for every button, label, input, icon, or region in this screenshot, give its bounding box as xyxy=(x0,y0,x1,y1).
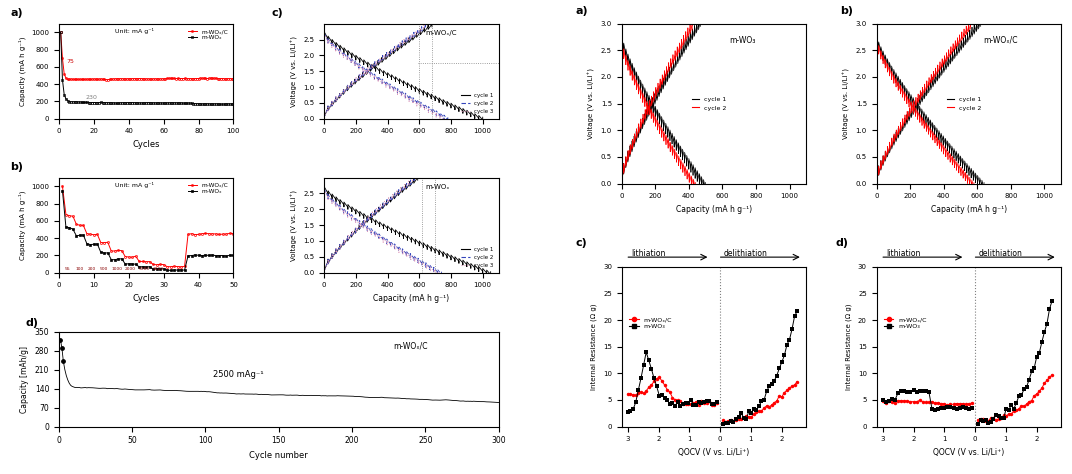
Text: 100: 100 xyxy=(76,267,84,271)
Text: lithiation: lithiation xyxy=(885,248,920,257)
X-axis label: Capacity (mA h g⁻¹): Capacity (mA h g⁻¹) xyxy=(373,294,449,303)
Y-axis label: Capacity [mAh/g]: Capacity [mAh/g] xyxy=(20,346,29,412)
Text: c): c) xyxy=(576,238,587,248)
X-axis label: QOCV (V vs. Li/Li⁺): QOCV (V vs. Li/Li⁺) xyxy=(934,448,1004,457)
Legend: cycle 1, cycle 2: cycle 1, cycle 2 xyxy=(689,94,729,113)
Text: b): b) xyxy=(10,162,24,172)
X-axis label: Cycles: Cycles xyxy=(133,294,160,303)
Text: 2500 mAg⁻¹: 2500 mAg⁻¹ xyxy=(213,370,264,379)
Text: m-WOₓ/C: m-WOₓ/C xyxy=(393,342,428,351)
Text: Unit: mA g⁻¹: Unit: mA g⁻¹ xyxy=(115,182,153,188)
Y-axis label: Internal Resistance (Ω g): Internal Resistance (Ω g) xyxy=(591,303,597,390)
Text: delithiation: delithiation xyxy=(978,248,1022,257)
Y-axis label: Voltage (V vs. Li/Li⁺): Voltage (V vs. Li/Li⁺) xyxy=(291,190,298,261)
X-axis label: QOCV (V vs. Li/Li⁺): QOCV (V vs. Li/Li⁺) xyxy=(679,448,749,457)
Text: m-WOₓ/C: m-WOₓ/C xyxy=(984,36,1018,45)
Point xyxy=(55,358,72,365)
Legend: cycle 1, cycle 2, cycle 3: cycle 1, cycle 2, cycle 3 xyxy=(459,245,495,270)
Legend: cycle 1, cycle 2: cycle 1, cycle 2 xyxy=(944,94,984,113)
Text: 55: 55 xyxy=(64,267,71,271)
X-axis label: Capacity (mA h g⁻¹): Capacity (mA h g⁻¹) xyxy=(930,205,1007,214)
Text: b): b) xyxy=(839,6,852,16)
Legend: m-WOₓ/C, m-WOₓ: m-WOₓ/C, m-WOₓ xyxy=(185,27,230,43)
X-axis label: Cycles: Cycles xyxy=(133,140,160,149)
Text: delithiation: delithiation xyxy=(724,248,768,257)
Text: 3000: 3000 xyxy=(153,267,164,271)
Point xyxy=(54,344,71,352)
Text: 2000: 2000 xyxy=(125,267,136,271)
Text: Unit: mA g⁻¹: Unit: mA g⁻¹ xyxy=(115,28,153,34)
Text: 5000: 5000 xyxy=(139,267,150,271)
Text: a): a) xyxy=(10,8,23,18)
Y-axis label: Voltage (V vs. Li/Li⁺): Voltage (V vs. Li/Li⁺) xyxy=(291,36,298,107)
Text: 500: 500 xyxy=(100,267,108,271)
Text: m-WO₃: m-WO₃ xyxy=(729,36,755,45)
Legend: m-WOₓ/C, m-WO₃: m-WOₓ/C, m-WO₃ xyxy=(627,315,674,332)
Y-axis label: Voltage (V vs. Li/Li⁺): Voltage (V vs. Li/Li⁺) xyxy=(587,68,595,139)
Text: a): a) xyxy=(576,6,589,16)
Text: 1000: 1000 xyxy=(111,267,122,271)
X-axis label: Cycle number: Cycle number xyxy=(250,451,308,460)
Y-axis label: Capacity (mA h g⁻¹): Capacity (mA h g⁻¹) xyxy=(18,191,26,260)
Text: m-WOₓ/C: m-WOₓ/C xyxy=(426,30,457,36)
Text: 200: 200 xyxy=(88,267,96,271)
Y-axis label: Voltage (V vs. Li/Li⁺): Voltage (V vs. Li/Li⁺) xyxy=(843,68,850,139)
Text: 75: 75 xyxy=(66,59,74,64)
Text: 230: 230 xyxy=(85,95,96,100)
Legend: m-WOₓ/C, m-WO₃: m-WOₓ/C, m-WO₃ xyxy=(881,315,929,332)
Legend: cycle 1, cycle 2, cycle 3: cycle 1, cycle 2, cycle 3 xyxy=(459,91,495,116)
Text: lithiation: lithiation xyxy=(631,248,666,257)
Text: c): c) xyxy=(272,8,283,18)
Text: m-WOₓ: m-WOₓ xyxy=(426,184,449,190)
X-axis label: Capacity (mA h g⁻¹): Capacity (mA h g⁻¹) xyxy=(676,205,753,214)
Y-axis label: Capacity (mA h g⁻¹): Capacity (mA h g⁻¹) xyxy=(18,36,26,106)
Legend: m-WOₓ/C, m-WOₓ: m-WOₓ/C, m-WOₓ xyxy=(185,181,230,197)
Y-axis label: Internal Resistance (Ω g): Internal Resistance (Ω g) xyxy=(846,303,852,390)
Point xyxy=(51,336,69,344)
Text: d): d) xyxy=(836,238,849,248)
Text: d): d) xyxy=(26,318,39,328)
